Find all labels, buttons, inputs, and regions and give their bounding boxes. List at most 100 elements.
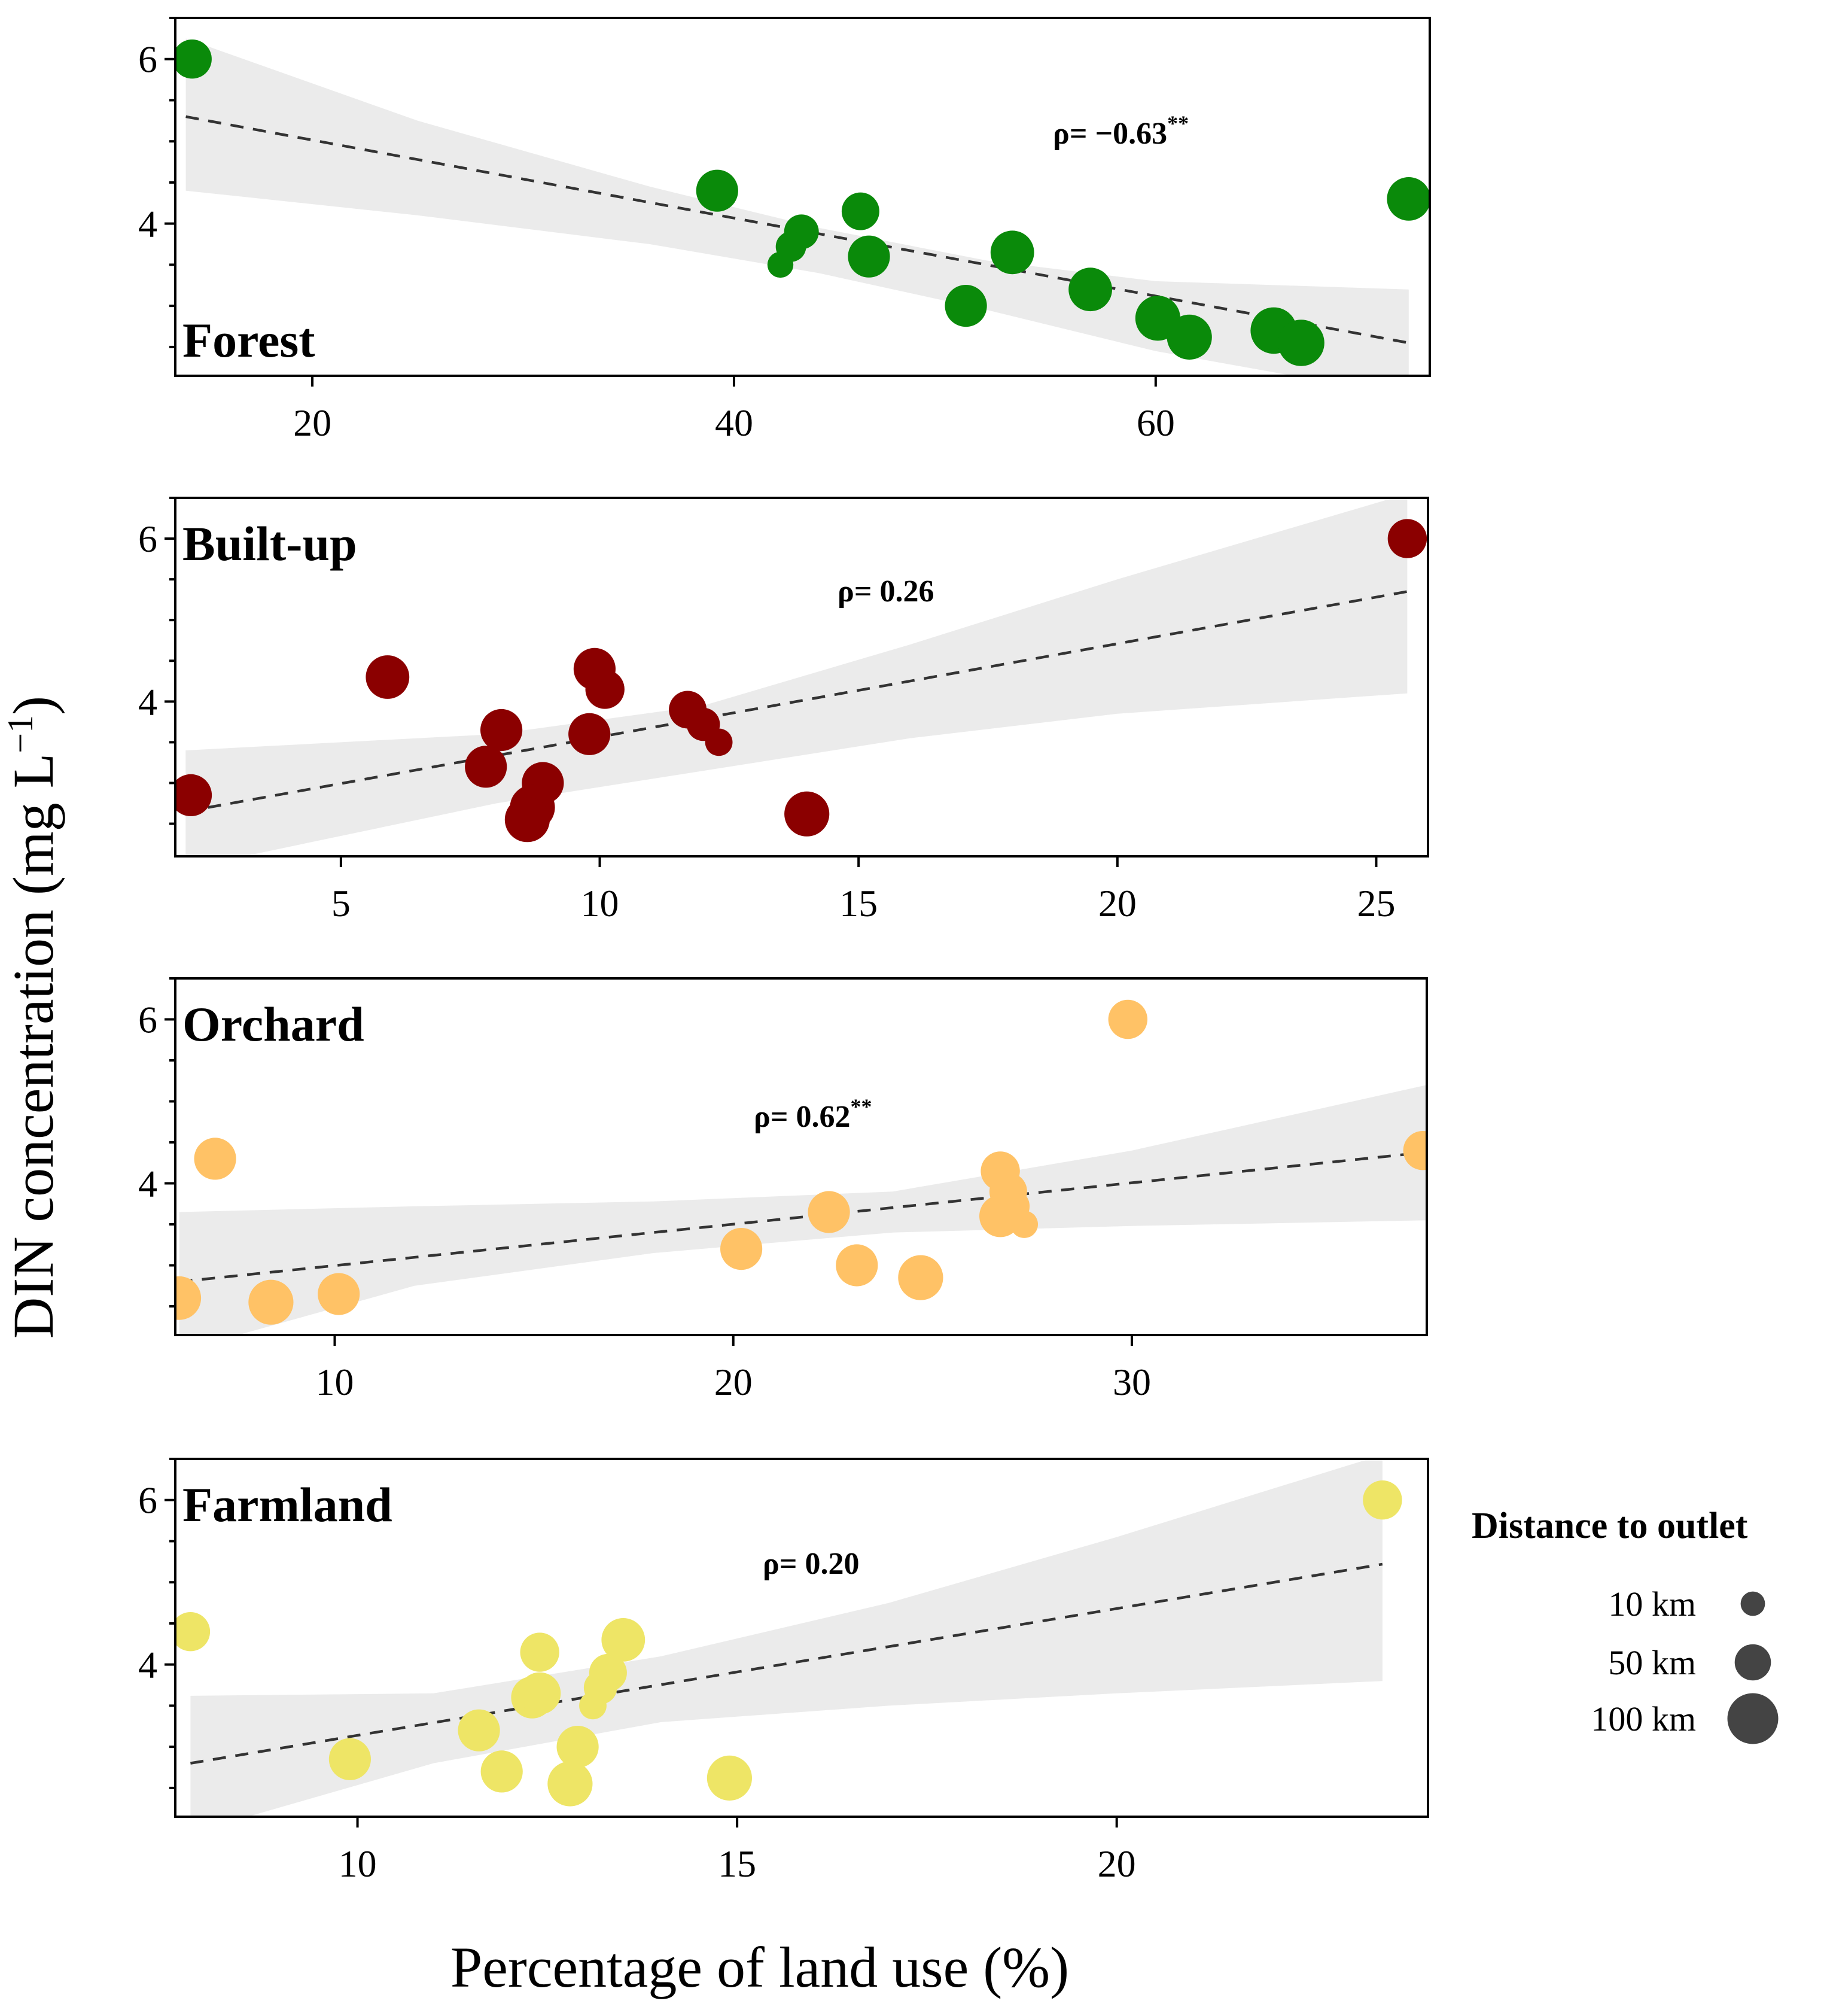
y-axis-title-exponent: −1 [1,715,40,753]
legend-item-label: 100 km [1591,1699,1696,1738]
forest-frame [174,17,1431,377]
legend-title: Distance to outlet [1472,1506,1748,1546]
panel-built-up: 4 6 5 10 15 20 25 Built-up ρ= 0.26 [138,497,1429,925]
forest-x-tick-label: 20 [293,402,331,444]
orchard-point [808,1191,850,1233]
built-up-rho-value: ρ= 0.26 [838,574,934,609]
legend: Distance to outlet 10 km 50 km 100 km [1472,1506,1779,1744]
orchard-panel-label: Orchard [182,997,364,1051]
orchard-x-tick-label: 30 [1113,1361,1151,1403]
built-up-panel-label: Built-up [182,516,357,571]
forest-x-tick-label: 40 [715,402,753,444]
legend-item-label: 10 km [1608,1585,1696,1623]
orchard-trend-line [179,1151,1427,1284]
built-up-y-tick-label: 6 [138,518,157,560]
orchard-point [898,1255,943,1300]
panel-orchard: 4 6 10 20 30 Orchard ρ= 0.62** [138,977,1428,1403]
legend-item: 100 km [1591,1693,1779,1744]
built-up-point [568,713,611,755]
orchard-rho-value: ρ= 0.62 [754,1100,850,1134]
farmland-point [480,1750,523,1793]
forest-rho-annotation: ρ= −0.63** [1053,111,1189,151]
farmland-x-tick-label: 20 [1098,1842,1136,1885]
y-axis-title-close: ) [1,696,65,715]
built-up-frame [174,497,1429,858]
farmland-point [175,1612,211,1652]
orchard-point [836,1244,878,1287]
forest-point [1167,314,1212,360]
farmland-trend-line [190,1562,1383,1765]
farmland-point [519,1672,561,1714]
built-up-y-tick-label: 4 [138,680,157,723]
farmland-plot-area [175,1459,1402,1817]
forest-rho-significance: ** [1167,111,1189,135]
built-up-x-tick-label: 5 [331,882,351,925]
built-up-point [585,670,625,709]
forest-point [1068,267,1112,312]
orchard-y-tick-label: 6 [138,999,157,1041]
farmland-x-tick-label: 15 [718,1842,756,1885]
forest-plot-area [175,38,1430,376]
orchard-x-tick-label: 10 [315,1361,354,1403]
built-up-trend-line [185,590,1408,813]
farmland-point [589,1653,627,1692]
farmland-rho-annotation: ρ= 0.20 [763,1547,859,1581]
orchard-x-tick-label: 20 [714,1361,753,1403]
farmland-point [556,1726,599,1768]
legend-item: 50 km [1608,1643,1771,1682]
forest-rho-value: ρ= −0.63 [1053,117,1167,151]
farmland-point [707,1755,752,1801]
legend-size-marker [1734,1644,1771,1681]
legend-item: 10 km [1608,1585,1765,1623]
farmland-rho-value: ρ= 0.20 [763,1547,859,1581]
built-up-x-tick-label: 20 [1098,882,1137,925]
forest-point [945,285,987,327]
forest-point [990,230,1034,275]
forest-y-tick-label: 4 [138,203,157,245]
built-up-point [705,728,733,756]
built-up-point [784,791,830,837]
orchard-point [175,1276,202,1320]
farmland-point [328,1738,372,1780]
forest-point [841,192,879,230]
orchard-y-tick-label: 4 [138,1163,157,1205]
farmland-point [458,1709,500,1752]
panel-forest: 4 6 20 40 60 Forest ρ= −0.63** [138,17,1431,444]
orchard-point [1010,1211,1038,1238]
orchard-rho-significance: ** [850,1094,872,1118]
legend-item-label: 50 km [1608,1643,1696,1682]
orchard-confidence-band [179,1085,1427,1335]
built-up-point [1387,519,1427,558]
forest-point [1278,320,1324,366]
forest-x-tick-label: 60 [1137,402,1175,444]
orchard-point [248,1279,294,1325]
farmland-y-tick-label: 4 [138,1644,157,1686]
farmland-y-tick-label: 6 [138,1479,157,1522]
forest-point [175,39,212,79]
built-up-point [504,797,550,843]
orchard-frame [174,977,1428,1336]
built-up-point [366,655,410,699]
farmland-point [601,1618,645,1662]
legend-size-marker [1740,1591,1765,1616]
farmland-point [547,1761,593,1807]
x-axis-title: Percentage of land use (%) [450,1935,1069,1999]
built-up-plot-area [175,498,1427,856]
forest-point [1387,177,1430,221]
built-up-point [480,709,523,752]
farmland-panel-label: Farmland [182,1477,392,1532]
forest-point [696,169,738,212]
built-up-x-tick-label: 25 [1357,882,1395,925]
built-up-point [465,746,507,788]
forest-point [767,251,794,278]
orchard-point [1403,1131,1427,1170]
orchard-point [194,1138,236,1180]
forest-y-tick-label: 6 [138,38,157,81]
orchard-point [1108,999,1148,1039]
farmland-x-tick-label: 10 [339,1842,377,1885]
built-up-x-tick-label: 10 [581,882,619,925]
forest-panel-label: Forest [182,313,315,367]
legend-items: 10 km 50 km 100 km [1591,1585,1779,1744]
